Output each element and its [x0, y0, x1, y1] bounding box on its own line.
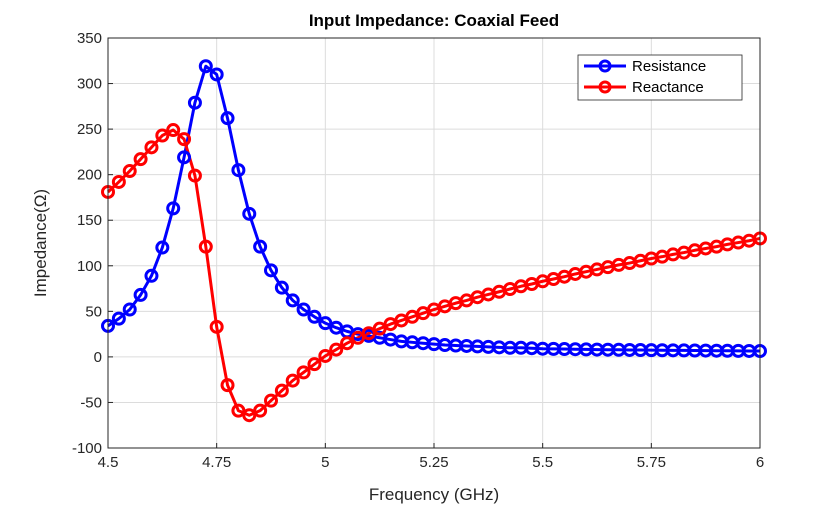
data-point-resistance: [111, 311, 126, 326]
chart-title: Input Impedance: Coaxial Feed: [309, 11, 559, 30]
data-point-resistance: [187, 95, 202, 110]
data-point-reactance: [231, 403, 246, 418]
data-point-reactance: [264, 393, 278, 408]
data-point-resistance: [242, 206, 257, 221]
data-point-reactance: [350, 330, 365, 345]
legend-marker-reactance: [598, 80, 612, 94]
data-point-resistance: [122, 302, 137, 317]
data-point-reactance: [187, 168, 202, 183]
data-point-resistance: [144, 268, 159, 283]
data-point-resistance: [307, 309, 322, 324]
y-tick-label: 150: [77, 212, 102, 229]
data-point-resistance: [296, 302, 311, 317]
data-point-reactance: [361, 326, 376, 341]
data-point-reactance: [318, 348, 333, 363]
data-point-reactance: [209, 319, 224, 334]
data-point-resistance: [264, 263, 278, 278]
data-point-reactance: [253, 403, 268, 418]
data-point-reactance: [220, 378, 235, 393]
data-point-resistance: [253, 239, 268, 254]
data-point-resistance: [209, 67, 224, 82]
y-tick-label: 200: [77, 167, 102, 184]
data-point-reactance: [177, 132, 192, 147]
data-point-reactance: [133, 152, 148, 167]
data-point-resistance: [220, 111, 235, 126]
data-point-reactance: [372, 321, 387, 336]
series-line-resistance: [107, 64, 761, 353]
y-tick-label: 100: [77, 258, 102, 275]
y-tick-label: -50: [80, 394, 102, 411]
data-point-resistance: [318, 316, 333, 331]
data-point-reactance: [307, 357, 322, 372]
legend: Resistance Reactance: [577, 54, 743, 101]
legend-marker-resistance: [598, 59, 612, 73]
data-point-reactance: [329, 342, 344, 357]
x-tick-label: 4.75: [202, 454, 231, 471]
x-axis-label: Frequency (GHz): [369, 485, 499, 504]
data-point-resistance: [155, 240, 170, 255]
y-tick-label: 0: [94, 349, 102, 366]
data-point-resistance: [231, 163, 246, 178]
data-point-reactance: [166, 123, 181, 138]
y-tick-label: 300: [77, 76, 102, 93]
data-point-reactance: [242, 408, 257, 423]
y-tick-label: 250: [77, 121, 102, 138]
x-tick-label: 5.75: [637, 454, 666, 471]
data-point-reactance: [198, 239, 213, 254]
series-group: [101, 59, 767, 423]
data-point-reactance: [155, 128, 170, 143]
x-tick-label: 6: [756, 454, 764, 471]
data-point-reactance: [111, 174, 126, 189]
data-point-resistance: [133, 287, 148, 302]
y-tick-label: 50: [85, 303, 102, 320]
data-point-reactance: [274, 383, 289, 398]
y-tick-label: -100: [72, 440, 102, 457]
data-point-resistance: [166, 201, 181, 216]
data-point-resistance: [177, 150, 192, 165]
data-point-resistance: [198, 59, 213, 74]
legend-label-reactance: Reactance: [632, 79, 704, 96]
y-tick-label: 350: [77, 30, 102, 47]
data-point-resistance: [285, 293, 300, 308]
ticks: 4.5 4.75 5 5.25 5.5 5.75 6 -100 -50 0 50 100 150 200 2…: [72, 30, 764, 471]
x-tick-label: 5.5: [532, 454, 553, 471]
x-tick-label: 5.25: [419, 454, 448, 471]
y-axis-label: Impedance(Ω): [31, 189, 50, 297]
legend-label-resistance: Resistance: [632, 58, 706, 75]
data-point-reactance: [122, 164, 137, 179]
data-point-resistance: [274, 280, 289, 295]
data-point-reactance: [285, 373, 300, 388]
x-tick-label: 5: [321, 454, 329, 471]
data-point-reactance: [340, 336, 355, 351]
series-line-reactance: [106, 128, 761, 417]
data-point-reactance: [144, 140, 159, 155]
data-point-reactance: [296, 365, 311, 380]
x-tick-label: 4.5: [98, 454, 119, 471]
